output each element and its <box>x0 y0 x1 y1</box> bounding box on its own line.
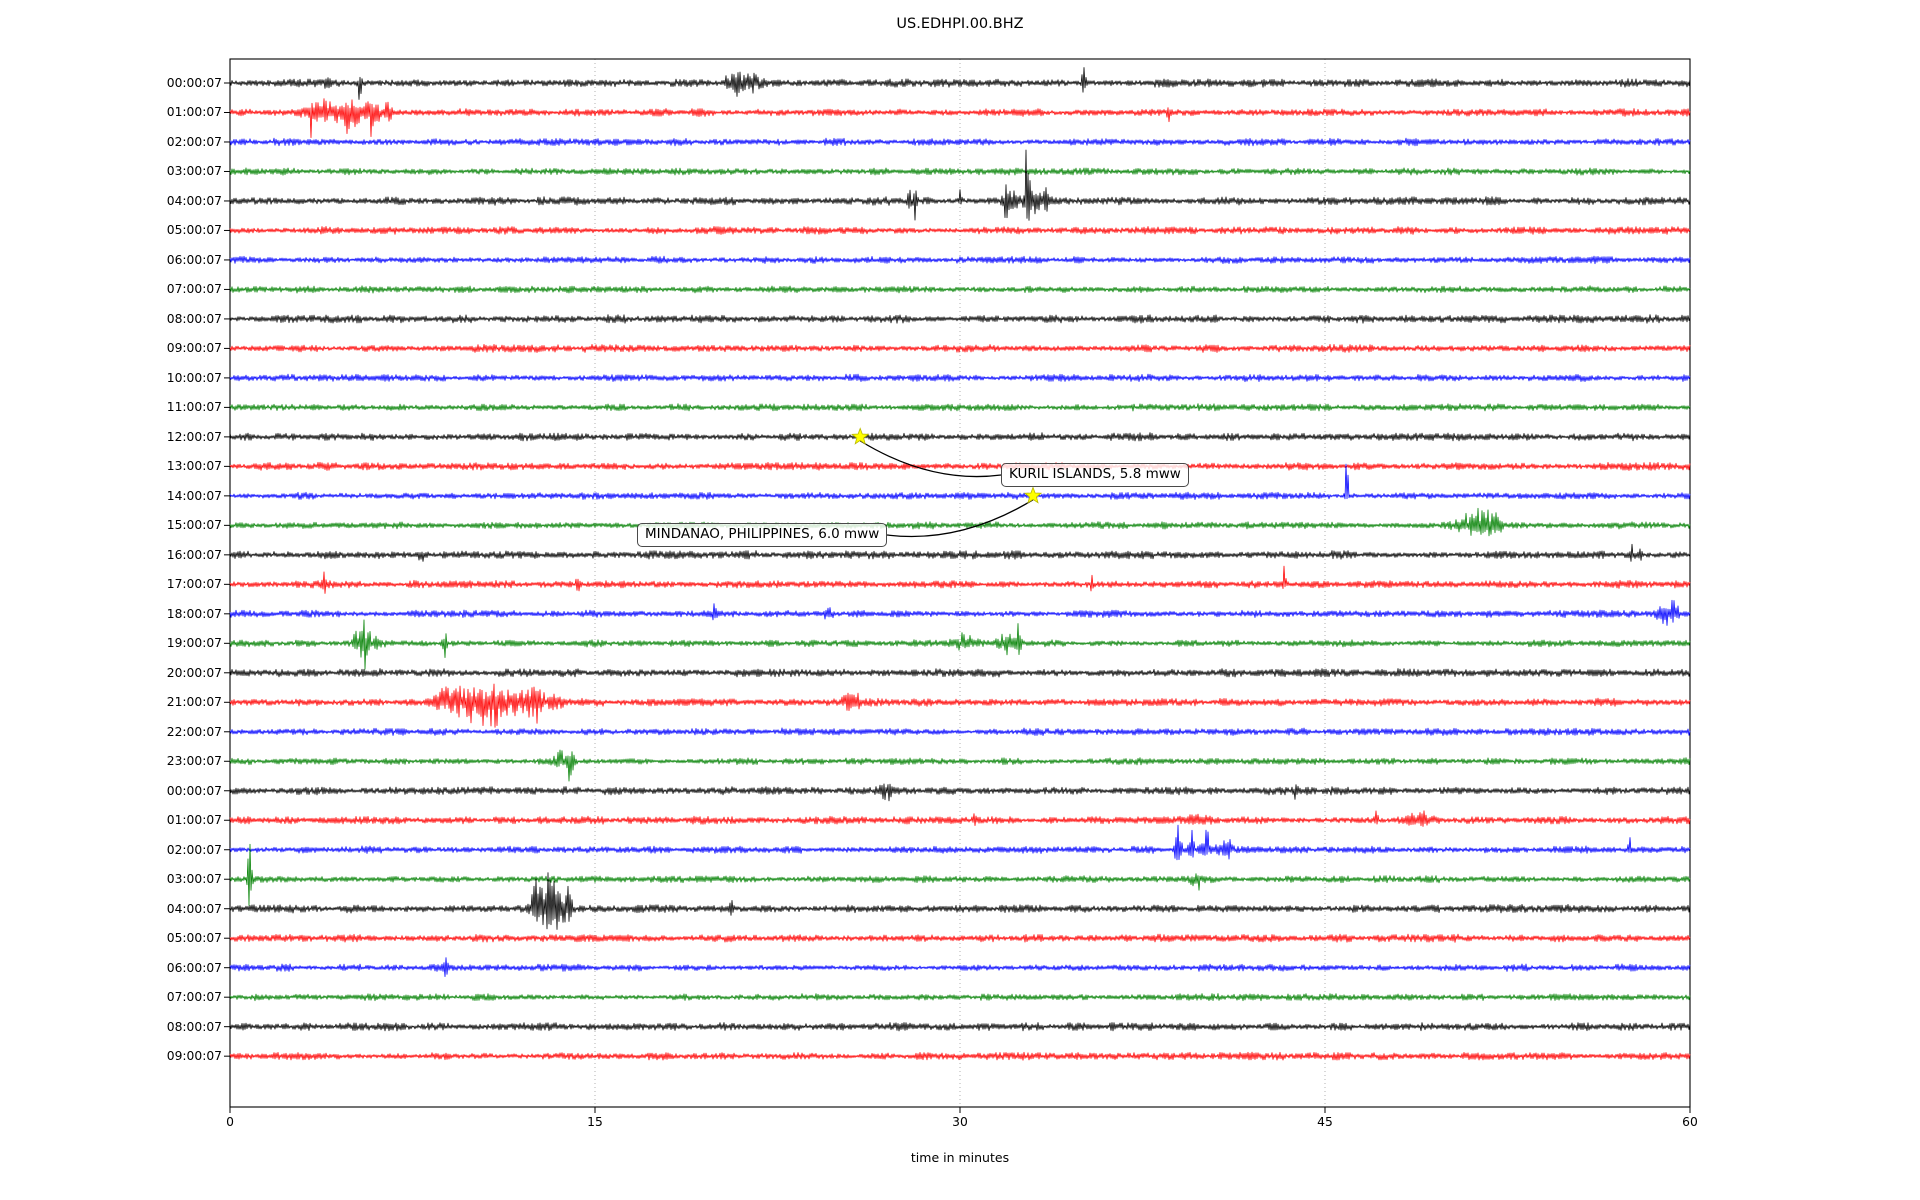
y-tick-label-30: 06:00:07 <box>166 960 222 975</box>
seismic-trace-6 <box>229 255 1691 265</box>
y-tick-label-1: 01:00:07 <box>166 105 222 120</box>
y-tick-label-9: 09:00:07 <box>166 341 222 356</box>
event-star-0 <box>851 427 870 445</box>
x-tick-label-15: 15 <box>587 1115 603 1129</box>
seismic-trace-12 <box>229 432 1691 442</box>
y-tick-label-32: 08:00:07 <box>166 1019 222 1034</box>
seismic-trace-31 <box>229 993 1691 1002</box>
seismic-trace-26 <box>229 824 1691 861</box>
seismic-trace-25 <box>229 810 1691 827</box>
seismic-trace-22 <box>229 727 1691 736</box>
y-tick-label-4: 04:00:07 <box>166 193 222 208</box>
seismic-trace-16 <box>229 543 1691 562</box>
y-tick-label-12: 12:00:07 <box>166 429 222 444</box>
y-tick-label-0: 00:00:07 <box>166 76 222 90</box>
annotation-kuril-islands: KURIL ISLANDS, 5.8 mww <box>1001 463 1189 487</box>
seismic-trace-19 <box>229 619 1691 670</box>
y-tick-label-17: 17:00:07 <box>166 577 222 592</box>
y-tick-label-18: 18:00:07 <box>166 606 222 621</box>
y-tick-label-19: 19:00:07 <box>166 636 222 651</box>
x-tick-label-60: 60 <box>1682 1115 1698 1129</box>
seismic-trace-14 <box>229 463 1691 501</box>
seismic-trace-27 <box>229 843 1691 906</box>
seismic-trace-30 <box>229 957 1691 977</box>
y-tick-label-5: 05:00:07 <box>166 223 222 238</box>
seismic-trace-13 <box>229 461 1691 471</box>
y-tick-label-3: 03:00:07 <box>166 164 222 179</box>
chart-title: US.EDHPI.00.BHZ <box>896 16 1024 32</box>
seismic-trace-17 <box>229 565 1691 594</box>
y-tick-label-16: 16:00:07 <box>166 547 222 562</box>
seismic-trace-7 <box>229 285 1691 294</box>
y-tick-label-25: 01:00:07 <box>166 813 222 828</box>
seismic-trace-18 <box>229 599 1691 626</box>
x-tick-label-0: 0 <box>226 1115 234 1129</box>
y-tick-label-23: 23:00:07 <box>166 754 222 769</box>
y-tick-label-20: 20:00:07 <box>166 665 222 680</box>
seismic-trace-10 <box>229 373 1691 383</box>
y-tick-label-24: 00:00:07 <box>166 783 222 798</box>
y-tick-label-10: 10:00:07 <box>166 370 222 385</box>
seismic-trace-29 <box>229 933 1691 943</box>
seismic-trace-28 <box>229 872 1691 930</box>
y-tick-label-7: 07:00:07 <box>166 282 222 297</box>
y-tick-label-14: 14:00:07 <box>166 488 222 503</box>
seismic-trace-15 <box>229 507 1691 537</box>
y-tick-label-21: 21:00:07 <box>166 695 222 710</box>
waveform-traces <box>229 67 1691 1061</box>
y-tick-label-6: 06:00:07 <box>166 252 222 267</box>
seismic-trace-23 <box>229 749 1691 782</box>
seismic-trace-9 <box>229 343 1691 353</box>
event-star-1 <box>1023 486 1043 504</box>
x-axis-label: time in minutes <box>910 1150 1010 1165</box>
seismic-trace-20 <box>229 668 1691 678</box>
seismic-trace-33 <box>229 1051 1691 1061</box>
y-tick-label-33: 09:00:07 <box>166 1049 222 1064</box>
seismic-trace-21 <box>229 683 1691 728</box>
seismic-trace-2 <box>229 137 1691 147</box>
seismic-trace-5 <box>229 225 1691 235</box>
seismic-trace-3 <box>229 167 1691 176</box>
x-tick-label-30: 30 <box>952 1115 968 1129</box>
seismic-trace-8 <box>229 314 1691 324</box>
y-tick-label-13: 13:00:07 <box>166 459 222 474</box>
seismic-trace-4 <box>229 149 1691 221</box>
y-tick-label-15: 15:00:07 <box>166 518 222 533</box>
annotation-mindanao-philippines: MINDANAO, PHILIPPINES, 6.0 mww <box>637 523 888 547</box>
y-tick-label-29: 05:00:07 <box>166 931 222 946</box>
seismic-trace-1 <box>229 98 1691 139</box>
axes-frame <box>224 58 1691 1113</box>
y-tick-label-2: 02:00:07 <box>166 134 222 149</box>
event-star-markers <box>851 427 1043 504</box>
seismic-trace-0 <box>229 67 1691 100</box>
y-tick-label-11: 11:00:07 <box>166 400 222 415</box>
seismic-trace-24 <box>229 783 1691 802</box>
y-tick-label-26: 02:00:07 <box>166 842 222 857</box>
y-tick-label-22: 22:00:07 <box>166 724 222 739</box>
y-tick-label-28: 04:00:07 <box>166 901 222 916</box>
x-tick-label-45: 45 <box>1317 1115 1333 1129</box>
annotation-arrows <box>859 440 1034 538</box>
y-tick-label-27: 03:00:07 <box>166 872 222 887</box>
y-tick-label-31: 07:00:07 <box>166 990 222 1005</box>
seismic-trace-32 <box>229 1022 1691 1032</box>
y-tick-label-8: 08:00:07 <box>166 311 222 326</box>
seismic-trace-11 <box>229 403 1691 412</box>
